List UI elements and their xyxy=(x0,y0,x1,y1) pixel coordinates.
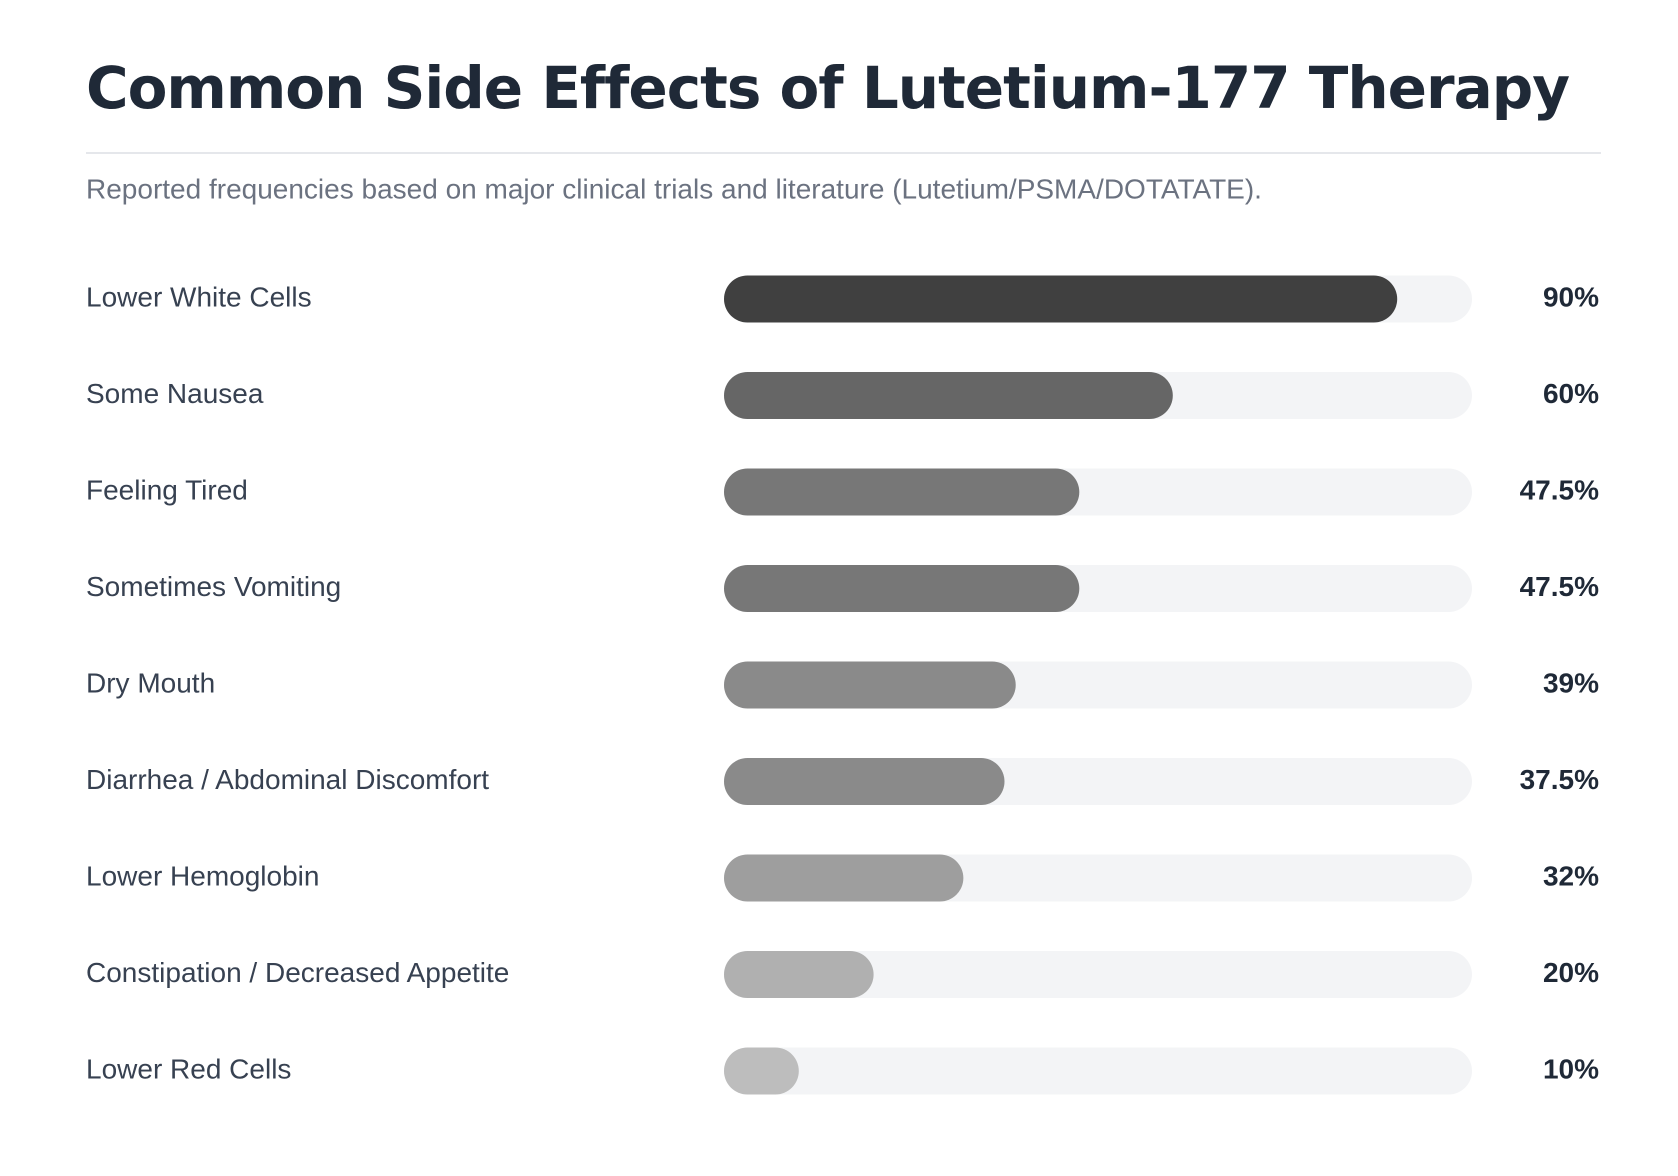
category-label: Diarrhea / Abdominal Discomfort xyxy=(86,764,489,795)
value-label: 37.5% xyxy=(1520,764,1599,795)
bar xyxy=(724,565,1080,612)
bar xyxy=(724,854,964,902)
bar xyxy=(724,661,1016,709)
value-label: 47.5% xyxy=(1520,571,1599,602)
bar xyxy=(724,372,1173,419)
value-label: 60% xyxy=(1543,378,1599,409)
bar xyxy=(724,1047,799,1095)
value-label: 20% xyxy=(1543,957,1599,988)
bar xyxy=(724,758,1005,805)
category-label: Lower Red Cells xyxy=(86,1053,291,1084)
value-label: 90% xyxy=(1543,281,1599,312)
value-label: 10% xyxy=(1543,1053,1599,1084)
value-label: 39% xyxy=(1543,667,1599,698)
category-label: Lower White Cells xyxy=(86,281,312,312)
value-label: 47.5% xyxy=(1520,474,1599,505)
category-label: Sometimes Vomiting xyxy=(86,571,341,602)
category-label: Constipation / Decreased Appetite xyxy=(86,957,509,988)
category-label: Some Nausea xyxy=(86,378,264,409)
bar-track xyxy=(724,951,1472,998)
bar xyxy=(724,951,874,998)
category-label: Dry Mouth xyxy=(86,667,215,698)
chart-title: Common Side Effects of Lutetium-177 Ther… xyxy=(86,54,1569,122)
bar xyxy=(724,468,1080,516)
value-label: 32% xyxy=(1543,860,1599,891)
bar-track xyxy=(724,1047,1472,1095)
category-label: Lower Hemoglobin xyxy=(86,860,319,891)
chart-subtitle: Reported frequencies based on major clin… xyxy=(86,173,1262,204)
bar xyxy=(724,275,1398,323)
category-label: Feeling Tired xyxy=(86,474,248,505)
